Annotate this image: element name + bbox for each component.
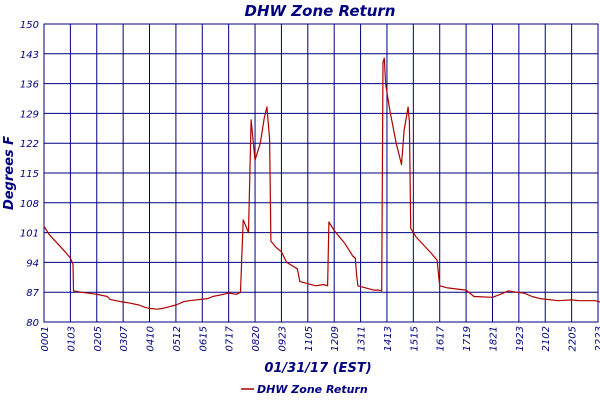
y-axis-label: Degrees F xyxy=(2,136,17,210)
x-tick-label: 1617 xyxy=(436,325,447,351)
y-tick-label: 122 xyxy=(20,139,39,150)
x-tick-label: 1311 xyxy=(357,326,368,351)
x-tick-label: 1515 xyxy=(409,326,420,351)
y-tick-label: 80 xyxy=(26,318,39,329)
y-tick-label: 101 xyxy=(20,229,39,240)
x-tick-label: 1209 xyxy=(330,326,341,351)
y-tick-label: 108 xyxy=(20,199,39,210)
series-line-dhw-zone-return xyxy=(43,57,600,310)
x-tick-label: 2223 xyxy=(594,326,600,351)
legend-label: DHW Zone Return xyxy=(257,383,368,396)
y-tick-labels: 80 87 94 101 108 115 122 129 136 143 150 xyxy=(20,20,40,329)
x-tick-label: 0205 xyxy=(93,326,104,351)
x-tick-labels: 0001 0103 0205 0307 0410 0512 0615 0717 0820 0923… xyxy=(40,325,600,351)
x-tick-label: 0820 xyxy=(251,326,262,351)
plot-frame xyxy=(43,23,599,323)
x-tick-label: 1413 xyxy=(383,326,394,351)
x-axis-label: 01/31/17 (EST) xyxy=(264,361,371,376)
y-tick-label: 94 xyxy=(26,258,39,269)
x-tick-label: 2102 xyxy=(541,326,552,351)
x-tick-label: 0512 xyxy=(172,326,183,351)
x-tick-label: 1821 xyxy=(488,326,499,351)
x-tick-label: 0615 xyxy=(198,326,209,351)
y-tick-label: 143 xyxy=(20,50,39,61)
series-layer xyxy=(43,57,600,310)
chart-title: DHW Zone Return xyxy=(245,2,396,20)
x-tick-label: 1923 xyxy=(515,326,526,351)
x-tick-label: 2205 xyxy=(568,326,579,351)
y-tick-label: 129 xyxy=(20,109,39,120)
x-tick-label: 0923 xyxy=(277,326,288,351)
y-tick-label: 115 xyxy=(20,169,39,180)
x-tick-label: 0410 xyxy=(146,326,157,351)
x-tick-label: 1105 xyxy=(304,326,315,351)
x-tick-label: 0717 xyxy=(225,325,236,351)
x-tick-label: 0307 xyxy=(119,325,130,351)
y-tick-label: 136 xyxy=(20,80,39,91)
x-tick-label: 0001 xyxy=(40,326,51,351)
x-tick-label: 0103 xyxy=(66,326,77,351)
y-tick-label: 87 xyxy=(26,288,39,299)
y-tick-label: 150 xyxy=(20,20,39,31)
legend: DHW Zone Return xyxy=(241,383,368,396)
grid-layer xyxy=(43,23,599,323)
x-tick-label: 1719 xyxy=(462,326,473,351)
